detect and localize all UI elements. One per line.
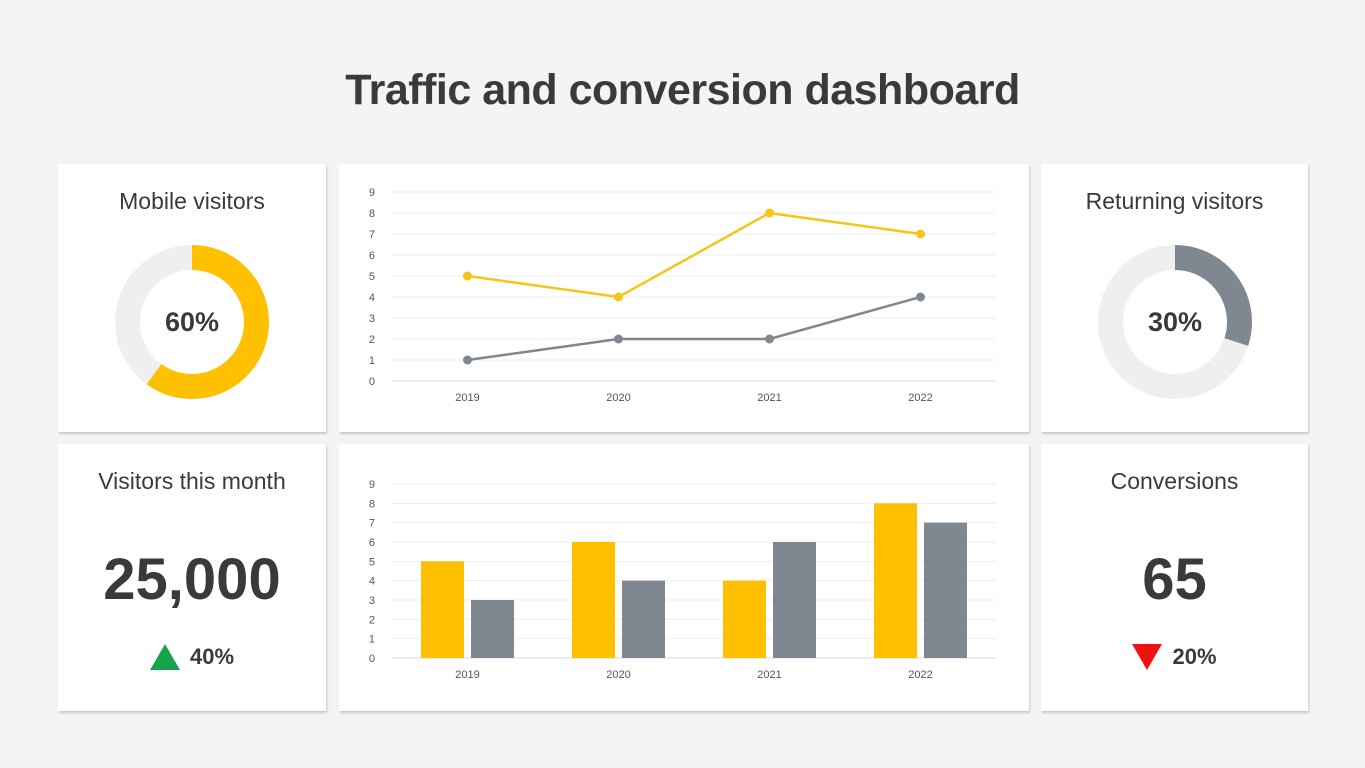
line-chart-y-tick-label: 5	[369, 271, 375, 283]
mobile-visitors-title: Mobile visitors	[119, 188, 265, 214]
returning-visitors-card: Returning visitors 30%	[1041, 164, 1308, 432]
returning-visitors-title: Returning visitors	[1085, 188, 1264, 214]
bar-series-2-bar	[924, 522, 967, 658]
line-chart-y-tick-label: 8	[369, 208, 375, 220]
line-series-2-point	[765, 334, 774, 344]
bar-series-1-bar	[421, 561, 464, 658]
bar-series-2-bar	[471, 600, 514, 658]
line-chart-x-tick-label: 2021	[757, 392, 781, 404]
line-series-1-point	[765, 208, 774, 218]
visitors-month-value: 25,000	[103, 547, 281, 612]
mobile-visitors-donut: 60%	[114, 244, 270, 400]
bar-chart: 0 1 2 3 4 5 6 7 8 9 2019 2020 2021 2022	[369, 479, 996, 681]
line-series-2-point	[916, 292, 925, 302]
line-chart-y-tick-label: 1	[369, 355, 375, 367]
line-series-1-point	[916, 229, 925, 239]
bar-chart-y-tick-label: 7	[369, 518, 375, 530]
bar-chart-y-tick-label: 4	[369, 576, 375, 588]
line-chart-x-tick-label: 2019	[455, 392, 479, 404]
bar-chart-y-tick-label: 2	[369, 614, 375, 626]
bar-chart-y-tick-label: 5	[369, 556, 375, 568]
trend-up-icon	[149, 644, 180, 670]
returning-donut-arc	[1098, 245, 1252, 399]
bar-chart-x-tick-label: 2019	[455, 669, 479, 681]
visitors-month-title: Visitors this month	[98, 468, 286, 494]
line-chart-card: 0 1 2 3 4 5 6 7 8 9 2019 2020 2021 2022	[339, 164, 1029, 432]
mobile-donut-arc	[115, 245, 269, 399]
bar-chart-y-tick-label: 8	[369, 498, 375, 510]
line-chart-y-tick-label: 9	[369, 187, 375, 199]
bar-series-2-bar	[773, 542, 816, 658]
bar-series-1-bar	[723, 580, 766, 658]
conversions-delta-value: 20%	[1172, 644, 1217, 669]
mobile-visitors-card: Mobile visitors 60%	[58, 164, 326, 432]
line-chart-y-tick-label: 0	[369, 376, 375, 388]
mobile-visitors-value: 60%	[164, 306, 220, 337]
line-series-1-point	[614, 292, 623, 302]
line-chart-y-tick-label: 4	[369, 292, 375, 304]
bar-series-1-bar	[572, 542, 615, 658]
bar-series-2-bar	[622, 580, 665, 658]
visitors-month-delta-value: 40%	[189, 644, 235, 669]
line-series-1	[467, 211, 921, 299]
line-chart-x-tick-label: 2020	[606, 392, 630, 404]
line-series-2-point	[614, 334, 623, 344]
bar-chart-y-tick-label: 0	[369, 653, 375, 665]
line-chart: 0 1 2 3 4 5 6 7 8 9 2019 2020 2021 2022	[369, 187, 996, 404]
bar-series-1-bar	[874, 503, 917, 658]
visitors-month-card: Visitors this month 25,000 40%	[58, 444, 326, 711]
line-series-2	[467, 295, 921, 362]
dashboard-title: Traffic and conversion dashboard	[345, 66, 1020, 114]
bar-chart-x-tick-label: 2021	[757, 669, 781, 681]
line-series-1-point	[463, 271, 472, 281]
line-chart-x-tick-label: 2022	[908, 392, 932, 404]
bar-chart-y-tick-label: 6	[369, 537, 375, 549]
line-chart-y-tick-label: 2	[369, 334, 375, 346]
conversions-delta: 20%	[1041, 644, 1308, 670]
line-chart-y-tick-label: 6	[369, 250, 375, 262]
visitors-month-delta: 40%	[58, 644, 326, 670]
bar-chart-x-tick-label: 2020	[606, 669, 630, 681]
conversions-title: Conversions	[1110, 468, 1239, 494]
bar-chart-x-tick-label: 2022	[908, 669, 932, 681]
line-series-2-point	[463, 355, 472, 365]
conversions-value: 65	[1142, 547, 1207, 612]
conversions-card: Conversions 65 20%	[1041, 444, 1308, 711]
returning-visitors-value: 30%	[1147, 306, 1203, 337]
trend-down-icon	[1132, 644, 1163, 670]
bar-chart-y-tick-label: 3	[369, 595, 375, 607]
returning-visitors-donut: 30%	[1097, 244, 1253, 400]
bar-chart-y-tick-label: 1	[369, 634, 375, 646]
bar-chart-card: 0 1 2 3 4 5 6 7 8 9 2019 2020 2021 2022	[339, 444, 1029, 711]
line-chart-y-tick-label: 3	[369, 313, 375, 325]
bar-chart-y-tick-label: 9	[369, 479, 375, 491]
line-chart-y-tick-label: 7	[369, 229, 375, 241]
